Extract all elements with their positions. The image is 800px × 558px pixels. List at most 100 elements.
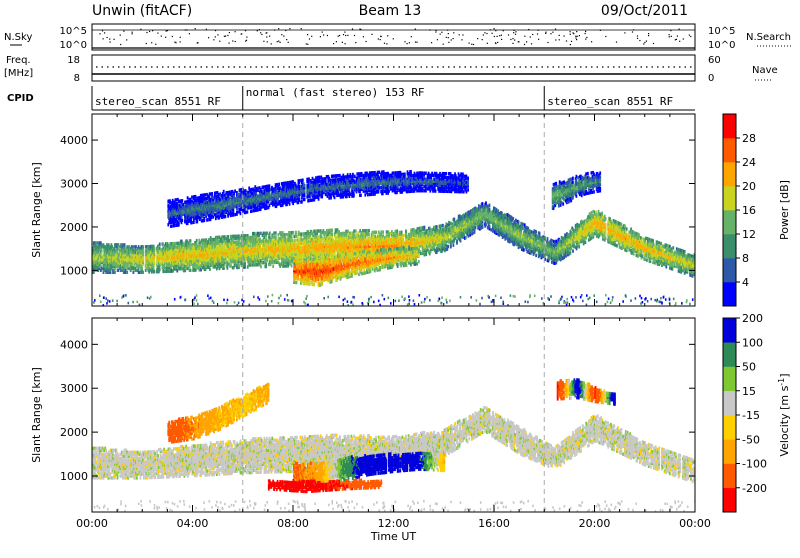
heatmap-cell (375, 231, 377, 234)
heatmap-cell (118, 247, 120, 250)
nsky-point (453, 32, 454, 33)
nsky-point (448, 33, 449, 34)
nsky-point (443, 44, 444, 45)
nsky-point (653, 43, 654, 44)
nsky-point (363, 36, 364, 37)
heatmap-cell (339, 232, 341, 235)
heatmap-cell (260, 259, 262, 262)
nsky-point (643, 43, 644, 44)
heatmap-cell (300, 246, 302, 249)
heatmap-cell (378, 231, 380, 234)
nsky-point (345, 35, 346, 36)
nsky-point (537, 33, 538, 34)
nsky-point (559, 35, 560, 36)
nsky-point (386, 43, 387, 44)
heatmap-cell (126, 245, 128, 248)
nsky-point (123, 31, 124, 32)
nsky-point (333, 43, 334, 44)
nsky-point (151, 42, 152, 43)
nsky-point (336, 41, 337, 42)
nsky-point (644, 42, 645, 43)
heatmap-cell (331, 232, 333, 235)
nsky-point (559, 39, 560, 40)
nsky-point (591, 41, 592, 42)
heatmap-cell (276, 259, 278, 262)
heatmap-cell (133, 245, 135, 248)
nsky-point (624, 32, 625, 33)
heatmap-cell (300, 232, 302, 235)
heatmap-cell (149, 268, 151, 271)
nsky-point (155, 44, 156, 45)
heatmap-cell (269, 232, 271, 235)
heatmap-cell (96, 241, 98, 244)
heatmap-cell (293, 235, 295, 238)
heatmap-cell (125, 247, 127, 250)
cpid-segment-label: normal (fast stereo) 153 RF (246, 86, 425, 99)
nsky-point (526, 41, 527, 42)
heatmap-cell (187, 267, 189, 270)
nsky-point (149, 31, 150, 32)
nsky-point (576, 31, 577, 32)
heatmap-cell (453, 218, 455, 221)
cpid-segment-label: stereo_scan 8551 RF (547, 95, 673, 108)
nsky-point (448, 37, 449, 38)
nsky-point (286, 39, 287, 40)
nsky-point (197, 42, 198, 43)
heatmap-cell (454, 221, 456, 224)
nsky-point (477, 38, 478, 39)
nsky-point (471, 44, 472, 45)
nsky-point (547, 42, 548, 43)
nsky-point (671, 36, 672, 37)
heatmap-cell (391, 230, 393, 233)
nsky-point (545, 33, 546, 34)
nsky-point (260, 32, 261, 33)
heatmap-cell (424, 226, 426, 229)
heatmap-cell (190, 239, 192, 242)
heatmap-cell (291, 264, 293, 267)
nsky-point (224, 36, 225, 37)
nsky-point (229, 43, 230, 44)
heatmap-cell (453, 244, 455, 247)
heatmap-cell (203, 239, 205, 242)
heatmap-cell (490, 211, 492, 214)
nsky-point (552, 32, 553, 33)
heatmap-cell (125, 269, 127, 272)
nsky-point (311, 36, 312, 37)
nsky-point (451, 39, 452, 40)
heatmap-cell (174, 242, 176, 245)
heatmap-cell (142, 245, 144, 248)
nsky-point (532, 34, 533, 35)
nsky-point (109, 39, 110, 40)
nsky-point (494, 36, 495, 37)
heatmap-cell (260, 247, 262, 250)
heatmap-cell (241, 238, 243, 241)
nsky-point (571, 41, 572, 42)
heatmap-cell (442, 224, 444, 227)
heatmap-cell (409, 233, 411, 236)
cpid-label: CPID (7, 93, 34, 104)
heatmap-cell (101, 243, 103, 246)
nsky-point (180, 41, 181, 42)
heatmap-cell (359, 229, 361, 232)
heatmap-cell (472, 208, 474, 211)
nsky-point (555, 39, 556, 40)
nsky-point (146, 32, 147, 33)
nsky-point (440, 34, 441, 35)
heatmap-cell (440, 224, 442, 227)
heatmap-cell (282, 231, 284, 234)
nsky-point (510, 39, 511, 40)
heatmap-cell (388, 230, 390, 233)
nsky-point (235, 41, 236, 42)
nsky-point (280, 42, 281, 43)
nsky-point (446, 37, 447, 38)
heatmap-cell (300, 242, 302, 245)
heatmap-cell (331, 229, 333, 232)
heatmap-cell (228, 239, 230, 242)
heatmap-cell (276, 239, 278, 242)
heatmap-cell (118, 269, 120, 272)
heatmap-cell (382, 238, 384, 241)
nsky-point (120, 44, 121, 45)
nsky-point (378, 38, 379, 39)
nsky-point (195, 28, 196, 29)
nsky-point (99, 33, 100, 34)
